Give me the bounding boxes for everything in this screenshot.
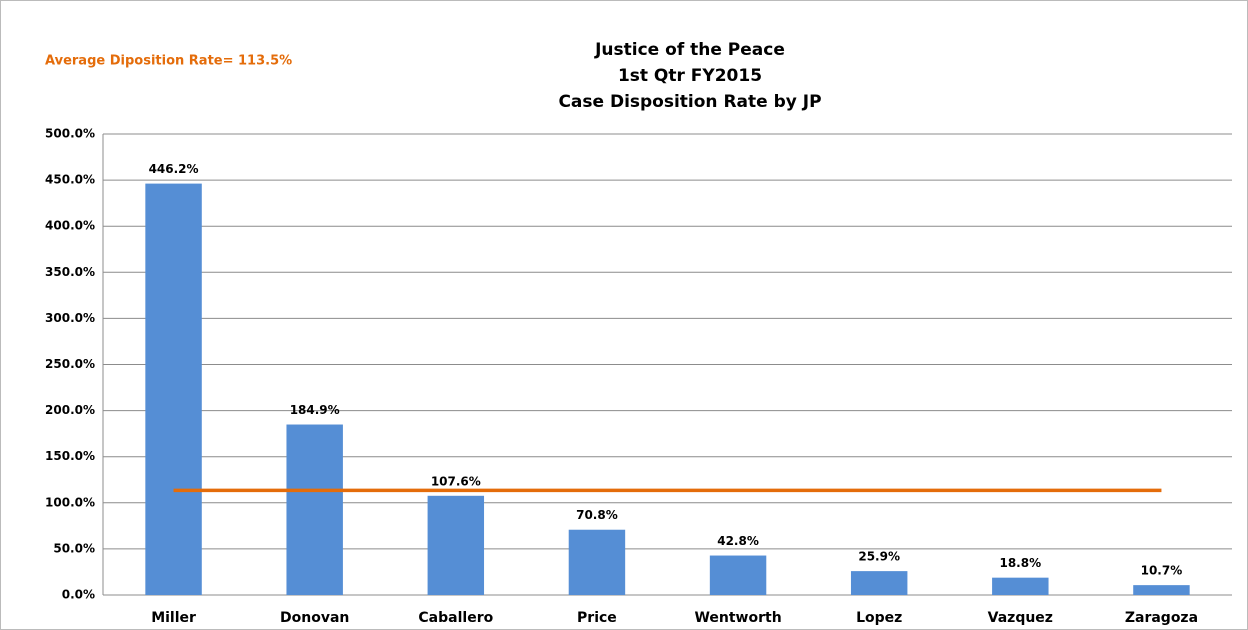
chart-title: 1st Qtr FY2015 (618, 66, 762, 86)
value-label: 25.9% (858, 550, 900, 564)
x-tick-label: Vazquez (988, 610, 1053, 626)
value-label: 184.9% (290, 403, 340, 417)
chart-title: Case Disposition Rate by JP (558, 92, 821, 112)
x-tick-label: Donovan (280, 610, 349, 626)
x-tick-label: Price (577, 610, 617, 626)
bar (709, 555, 767, 595)
y-tick-label: 100.0% (45, 495, 95, 509)
value-label: 107.6% (431, 474, 481, 488)
value-label: 18.8% (999, 556, 1041, 570)
bar (992, 577, 1049, 595)
y-tick-label: 250.0% (45, 357, 95, 371)
y-tick-label: 400.0% (45, 219, 95, 233)
y-tick-label: 50.0% (53, 541, 95, 555)
y-tick-label: 150.0% (45, 449, 95, 463)
bar (145, 183, 202, 595)
bar (850, 571, 908, 595)
x-tick-label: Miller (151, 610, 196, 626)
chart-title: Justice of the Peace (594, 40, 785, 60)
y-tick-label: 0.0% (62, 588, 95, 602)
value-label: 70.8% (576, 508, 618, 522)
bar (286, 424, 343, 595)
value-label: 10.7% (1141, 564, 1183, 578)
value-label: 446.2% (149, 162, 199, 176)
x-tick-label: Lopez (856, 610, 902, 626)
y-tick-label: 500.0% (45, 127, 95, 141)
bar (1133, 585, 1190, 595)
y-tick-label: 450.0% (45, 173, 95, 187)
y-tick-label: 300.0% (45, 311, 95, 325)
x-tick-label: Zaragoza (1125, 610, 1198, 626)
average-annotation: Average Diposition Rate= 113.5% (45, 54, 292, 69)
y-tick-label: 200.0% (45, 403, 95, 417)
bar (568, 529, 626, 595)
value-label: 42.8% (717, 534, 759, 548)
x-tick-label: Caballero (418, 610, 493, 626)
bar (427, 495, 485, 595)
x-tick-label: Wentworth (694, 610, 781, 626)
y-tick-label: 350.0% (45, 265, 95, 279)
